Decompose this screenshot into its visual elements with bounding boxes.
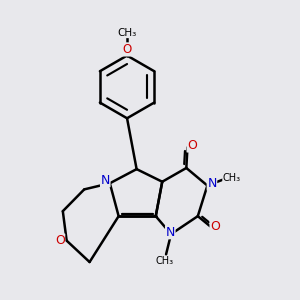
Text: O: O bbox=[210, 220, 220, 233]
Text: N: N bbox=[207, 177, 217, 190]
Text: N: N bbox=[166, 226, 175, 239]
Text: O: O bbox=[187, 139, 197, 152]
Text: O: O bbox=[55, 234, 65, 247]
Text: CH₃: CH₃ bbox=[117, 28, 137, 38]
Text: CH₃: CH₃ bbox=[223, 172, 241, 182]
Text: CH₃: CH₃ bbox=[155, 256, 173, 266]
Text: N: N bbox=[100, 174, 110, 187]
Text: O: O bbox=[122, 43, 132, 56]
